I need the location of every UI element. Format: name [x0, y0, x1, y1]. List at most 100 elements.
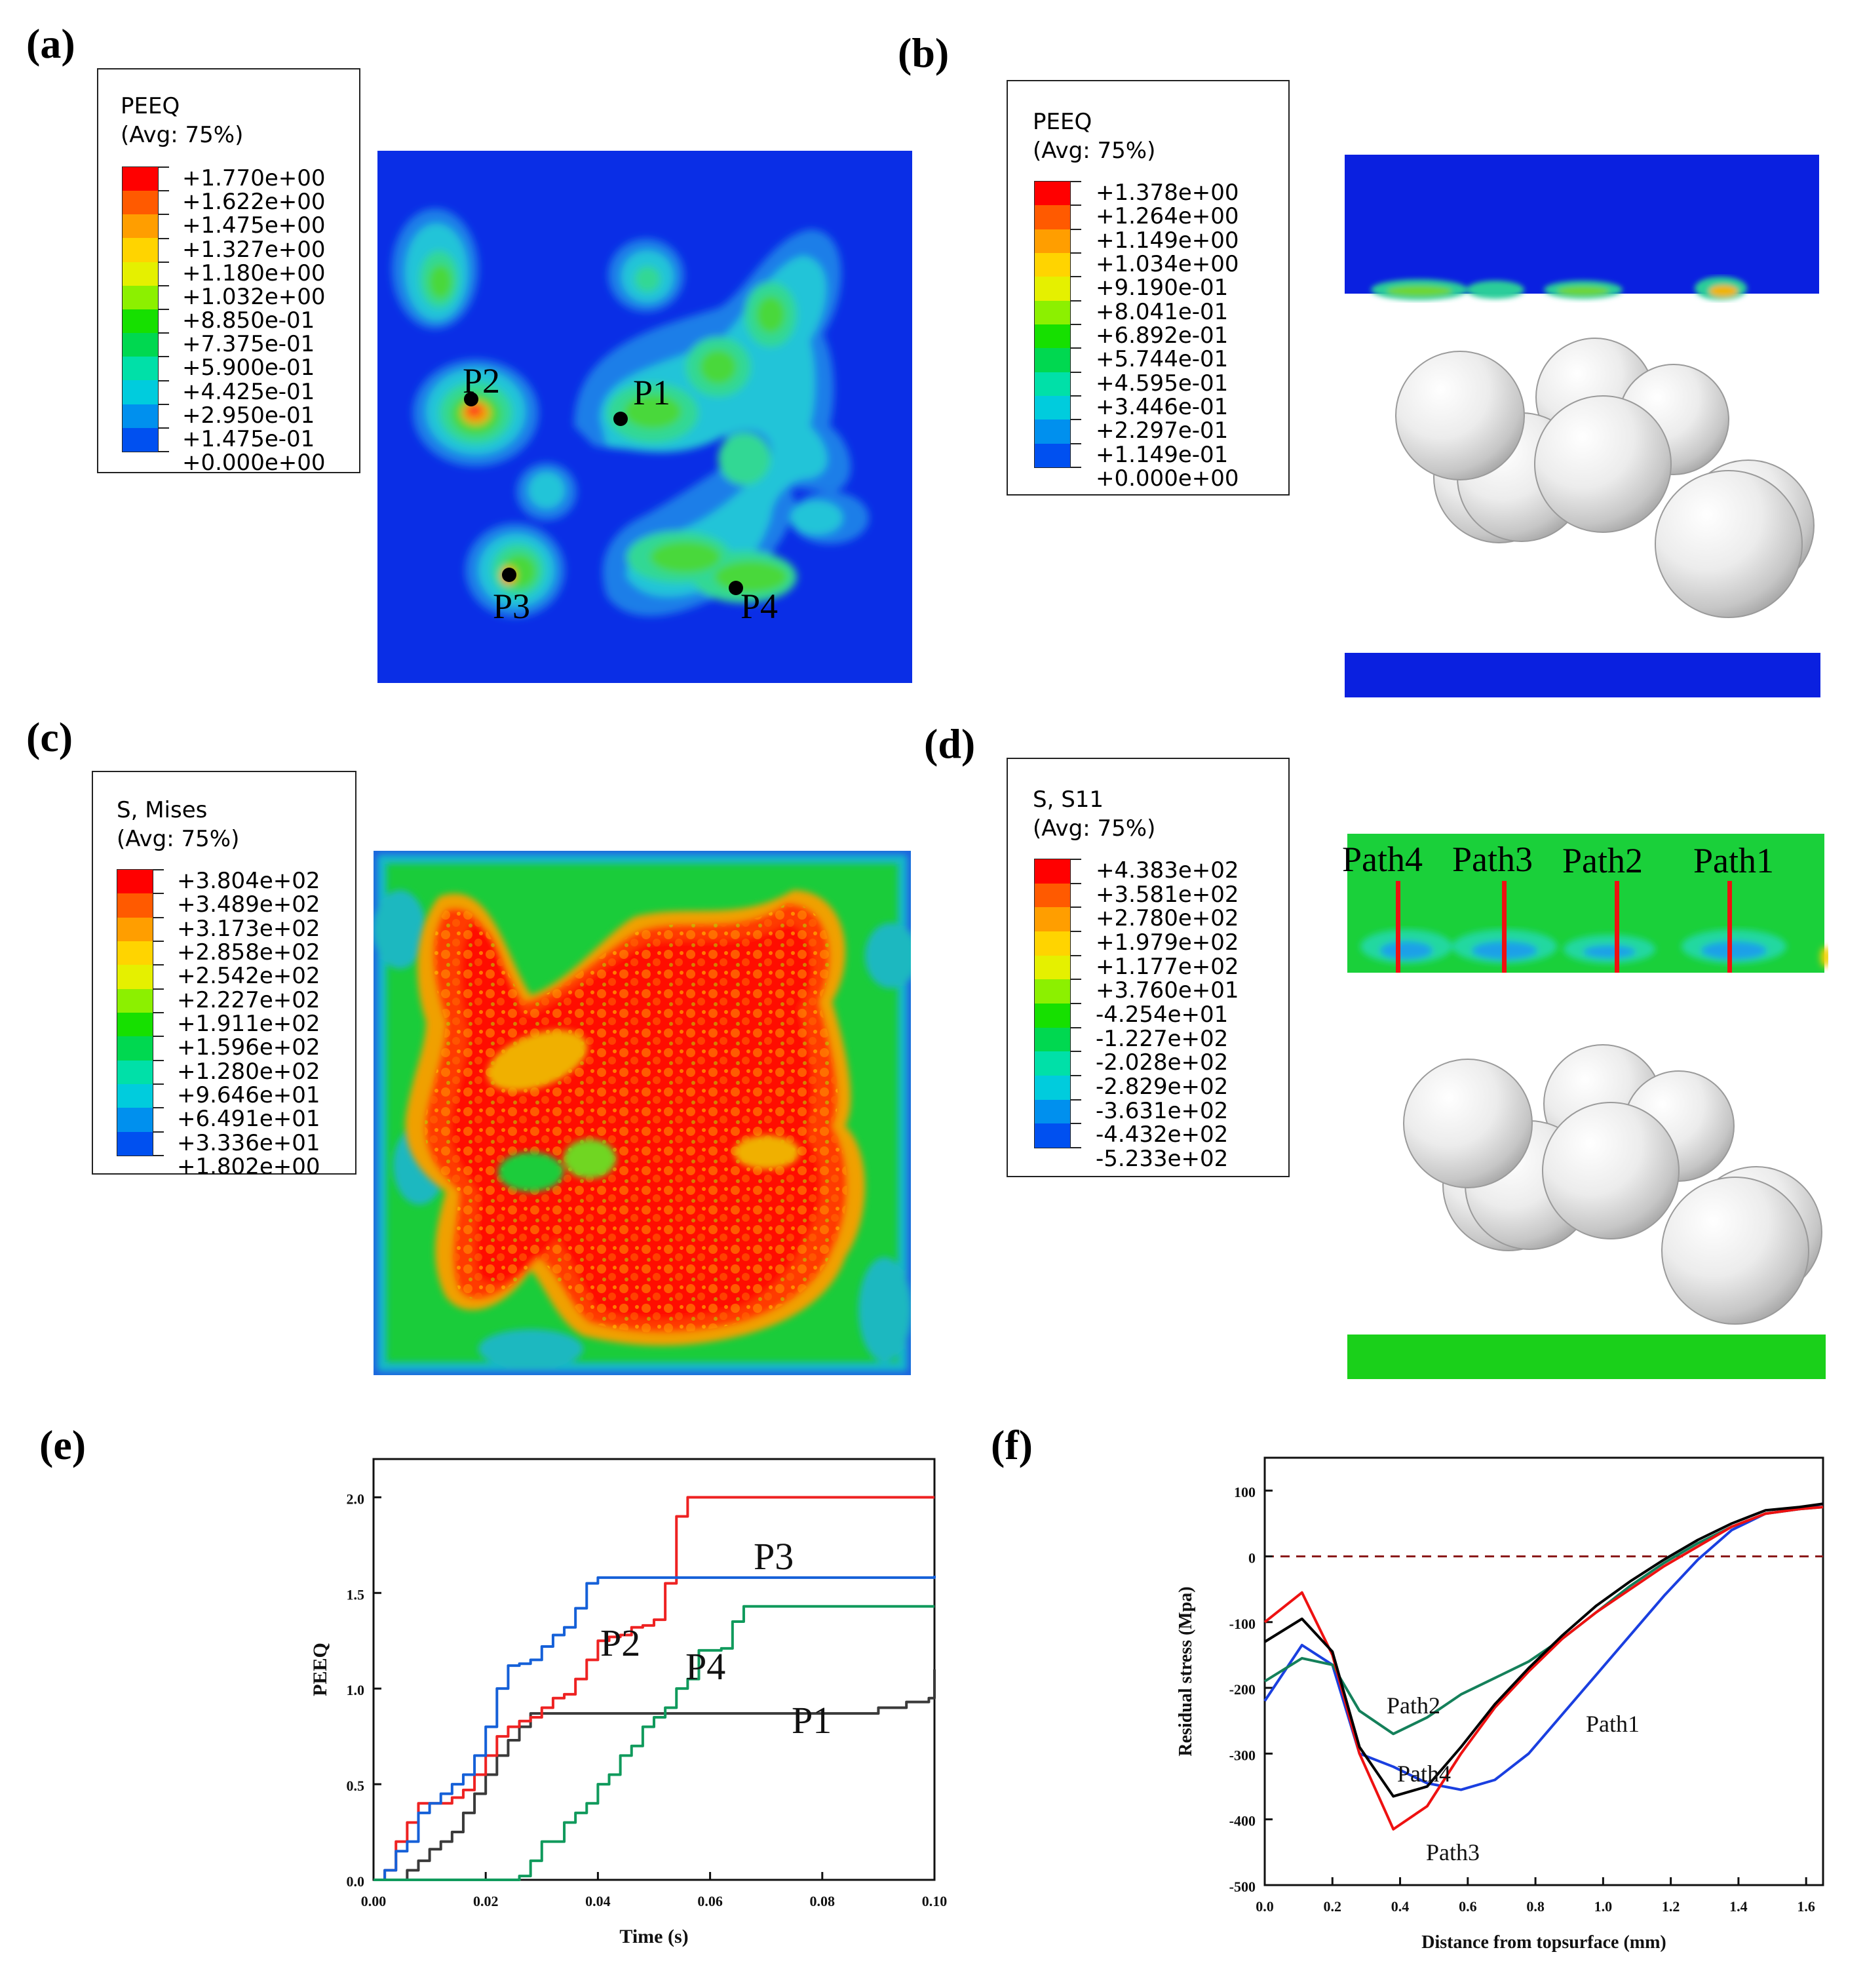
path-label-1: Path1 [1693, 841, 1775, 880]
legend-value: +3.804e+02 [177, 868, 320, 894]
legend-value: +4.425e-01 [182, 378, 315, 405]
legend-tick [1071, 205, 1081, 206]
legend-color-step [1035, 1027, 1070, 1052]
legend-color-step [1035, 252, 1070, 277]
point-label-p4: P4 [740, 587, 779, 626]
series-annotation: Path4 [1397, 1761, 1451, 1787]
legend-color-step [117, 988, 153, 1013]
legend-value: +2.227e+02 [177, 986, 320, 1013]
s11-side-view [1347, 834, 1828, 1379]
series-annotation: P4 [685, 1645, 725, 1688]
legend-tick [159, 380, 169, 381]
series-annotation: Path2 [1387, 1692, 1440, 1719]
legend-tick [159, 190, 169, 192]
legend-value: +5.744e-01 [1096, 346, 1229, 373]
legend-s11-d: S, S11 (Avg: 75%) +4.383e+02 +3.581e+02 +2… [1007, 758, 1290, 1177]
legend-color-step [1035, 229, 1070, 253]
legend-color-step [117, 941, 153, 965]
legend-subtitle: (Avg: 75%) [121, 122, 244, 148]
series-line-p4 [374, 1605, 934, 1881]
legend-tick [159, 284, 169, 286]
legend-colorbar [117, 869, 153, 1156]
legend-value: +1.149e+00 [1096, 227, 1239, 254]
legend-colorbar [122, 166, 159, 452]
legend-value: +0.000e+00 [1096, 465, 1239, 492]
legend-color-step [1035, 907, 1070, 931]
legend-value: +7.375e-01 [182, 331, 315, 358]
legend-color-step [123, 333, 158, 357]
legend-color-step [1035, 1051, 1070, 1076]
legend-value: -4.254e+01 [1096, 1002, 1229, 1028]
y-tick-label: 0.5 [347, 1778, 365, 1794]
y-tick-label: -300 [1229, 1747, 1256, 1763]
legend-tick [1071, 1003, 1081, 1004]
legend-tick [1071, 859, 1081, 860]
legend-tick [159, 427, 169, 429]
y-axis-label: PEEQ [309, 1643, 331, 1696]
legend-color-step [117, 893, 153, 918]
shot-balls [1395, 338, 1815, 618]
legend-tick [159, 332, 169, 334]
legend-color-step [1035, 859, 1070, 884]
x-tick-label: 0.2 [1324, 1898, 1342, 1915]
point-label-p2: P2 [463, 361, 501, 400]
legend-color-step [1035, 931, 1070, 956]
legend-value: +3.446e-01 [1096, 394, 1229, 420]
legend-value: +1.911e+02 [177, 1011, 320, 1037]
legend-tick [1071, 442, 1081, 444]
legend-color-step [123, 309, 158, 334]
legend-tick [1071, 1147, 1081, 1148]
legend-color-step [1035, 395, 1070, 420]
legend-color-step [123, 167, 158, 191]
series-annotation: Path3 [1426, 1839, 1480, 1865]
legend-tick [1071, 347, 1081, 349]
legend-value: +5.900e-01 [182, 355, 315, 381]
series-annotation: P3 [754, 1535, 794, 1578]
legend-color-step [117, 917, 153, 941]
legend-color-step [117, 1036, 153, 1061]
point-p3-marker [502, 568, 516, 582]
point-p4-marker [729, 581, 743, 595]
legend-value: +1.596e+02 [177, 1034, 320, 1061]
y-tick-label: 1.5 [347, 1586, 365, 1603]
legend-value: +1.622e+00 [182, 189, 326, 216]
panel-label-a: (a) [26, 20, 75, 67]
path1-line [1727, 881, 1732, 973]
panel-label-f: (f) [991, 1422, 1033, 1468]
legend-color-step [123, 191, 158, 215]
peeq-contour-top-view [377, 151, 912, 683]
legend-value: +2.297e-01 [1096, 418, 1229, 444]
legend-value: -5.233e+02 [1096, 1146, 1229, 1172]
x-tick-label: 0.08 [810, 1893, 836, 1909]
legend-subtitle: (Avg: 75%) [1033, 815, 1156, 842]
legend-color-step [1035, 348, 1070, 372]
legend-tick [153, 988, 164, 990]
y-tick-label: -500 [1229, 1879, 1256, 1895]
series-line-path2 [1263, 1506, 1824, 1736]
x-tick-label: 0.06 [697, 1893, 723, 1909]
y-tick-label: -100 [1229, 1616, 1256, 1632]
mises-contour-top-view [374, 851, 911, 1375]
legend-tick [1071, 395, 1081, 397]
legend-tick [1071, 1051, 1081, 1053]
legend-color-step [1035, 205, 1070, 229]
x-tick-label: 0.02 [473, 1893, 499, 1909]
path3-line [1502, 881, 1507, 973]
x-tick-label: 0.10 [922, 1893, 948, 1909]
legend-mises-c: S, Mises (Avg: 75%) +3.804e+02 +3.489e+02… [92, 771, 356, 1179]
legend-tick [153, 869, 164, 870]
legend-value: -4.432e+02 [1096, 1121, 1229, 1148]
x-axis-label: Time (s) [619, 1926, 688, 1947]
legend-color-step [123, 380, 158, 404]
legend-tick [153, 1155, 164, 1156]
legend-color-step [117, 1083, 153, 1108]
legend-value: +3.489e+02 [177, 891, 320, 918]
legend-value: +1.180e+00 [182, 260, 326, 286]
path2-line [1615, 881, 1619, 973]
legend-tick [1071, 300, 1081, 302]
legend-value: +4.383e+02 [1096, 857, 1239, 884]
legend-color-step [123, 427, 158, 452]
legend-tick [1071, 371, 1081, 373]
legend-title: S, Mises [117, 797, 208, 823]
legend-subtitle: (Avg: 75%) [117, 826, 240, 852]
